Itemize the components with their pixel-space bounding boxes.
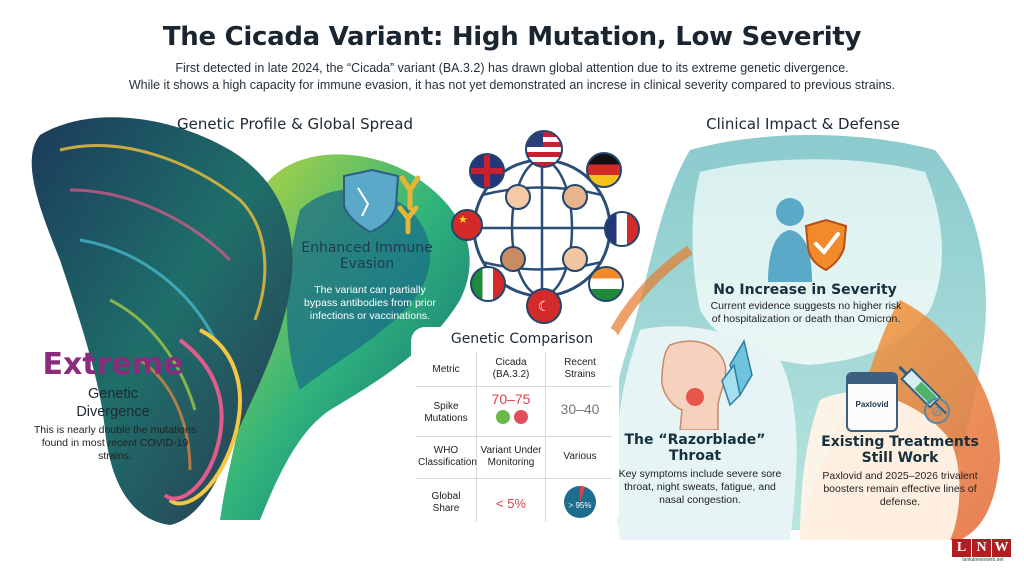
severity-title: No Increase in Severity bbox=[713, 282, 897, 298]
red-dot-icon bbox=[514, 410, 528, 424]
immune-evasion-title: Enhanced Immune Evasion bbox=[301, 240, 433, 272]
global-share-pie bbox=[564, 486, 596, 518]
pie-slice-cicada bbox=[580, 486, 585, 502]
throat-title: The “Razorblade” Throat bbox=[624, 432, 766, 464]
paxlovid-label: Paxlovid bbox=[855, 400, 889, 409]
table-divider bbox=[416, 478, 612, 479]
table-header-metric: Metric bbox=[432, 364, 460, 375]
table-divider bbox=[416, 436, 612, 437]
green-dot-icon bbox=[496, 410, 510, 424]
shield-antibody-icon bbox=[343, 168, 421, 234]
paxlovid-box: Paxlovid bbox=[846, 372, 898, 432]
flag-turkey-icon: ☾ bbox=[526, 288, 562, 324]
flag-china-icon: ★ bbox=[451, 209, 483, 241]
table-header-recent: Recent Strains bbox=[564, 357, 596, 380]
logo-letter: W bbox=[992, 539, 1011, 557]
flag-uk-icon bbox=[469, 153, 505, 189]
logo-letter: N bbox=[972, 539, 991, 557]
treatments-title: Existing Treatments Still Work bbox=[821, 434, 979, 466]
person-shield-icon bbox=[768, 198, 848, 282]
flag-france-icon bbox=[604, 211, 640, 247]
person-icon bbox=[562, 246, 588, 272]
divergence-label: Divergence bbox=[76, 404, 150, 420]
flag-usa-icon bbox=[525, 130, 563, 168]
logo-letter: L bbox=[952, 539, 971, 557]
table-row-metric: Spike Mutations bbox=[424, 401, 468, 424]
genetic-label: Genetic bbox=[88, 386, 138, 402]
table-divider bbox=[416, 386, 612, 387]
person-icon bbox=[562, 184, 588, 210]
flag-india-icon bbox=[588, 266, 624, 302]
subtitle-line-2: While it shows a high capacity for immun… bbox=[128, 78, 896, 92]
throat-note: Key symptoms include severe sore throat,… bbox=[618, 468, 782, 506]
no-virus-icon: ⊘ bbox=[924, 398, 950, 424]
divergence-note: This is nearly double the mutations foun… bbox=[33, 424, 197, 462]
flag-italy-icon bbox=[470, 266, 506, 302]
cicada-share-value: < 5% bbox=[496, 496, 526, 511]
treatments-note: Paxlovid and 2025–2026 trivalent booster… bbox=[822, 470, 978, 508]
table-divider bbox=[476, 352, 477, 522]
left-section-heading: Genetic Profile & Global Spread bbox=[177, 115, 413, 133]
severity-note: Current evidence suggests no higher risk… bbox=[710, 300, 902, 325]
extreme-label: Extreme bbox=[42, 347, 184, 382]
recent-spike-value: 30–40 bbox=[560, 401, 600, 417]
table-divider bbox=[545, 352, 546, 522]
recent-who-value: Various bbox=[563, 451, 597, 462]
throat-icon bbox=[661, 338, 753, 430]
cicada-spike-value: 70–75 bbox=[491, 391, 531, 407]
subtitle-line-1: First detected in late 2024, the “Cicada… bbox=[175, 61, 849, 75]
logo-url: lankanewsweb.net bbox=[962, 557, 1004, 563]
table-row-metric: Global Share bbox=[431, 491, 461, 514]
comparison-title: Genetic Comparison bbox=[450, 331, 594, 347]
recent-share-value: > 95% bbox=[568, 501, 592, 510]
table-row-metric: WHO Classification bbox=[418, 445, 477, 468]
page-title: The Cicada Variant: High Mutation, Low S… bbox=[162, 22, 862, 52]
person-icon bbox=[500, 246, 526, 272]
immune-evasion-note: The variant can partially bypass antibod… bbox=[304, 284, 436, 322]
cicada-who-value: Variant Under Monitoring bbox=[480, 445, 542, 468]
table-header-cicada: Cicada (BA.3.2) bbox=[492, 357, 530, 380]
right-section-heading: Clinical Impact & Defense bbox=[706, 115, 900, 133]
person-icon bbox=[505, 184, 531, 210]
flag-germany-icon bbox=[586, 152, 622, 188]
